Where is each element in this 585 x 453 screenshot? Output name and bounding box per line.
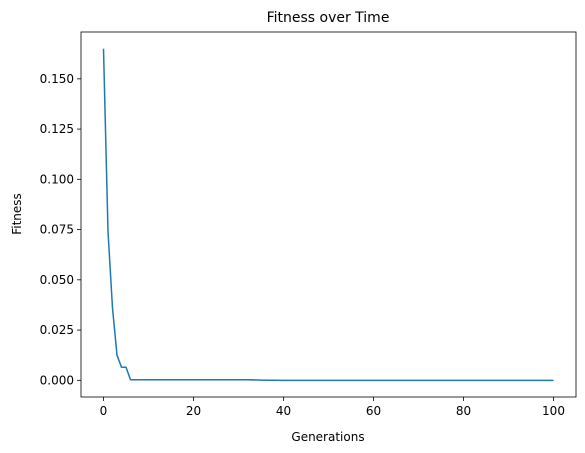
- y-tick-label: 0.075: [40, 223, 74, 237]
- x-tick-label: 80: [456, 404, 471, 418]
- y-tick-label: 0.100: [40, 172, 74, 186]
- plot-area: [102, 48, 554, 382]
- y-tick-label: 0.025: [40, 323, 74, 337]
- x-tick-label: 40: [276, 404, 291, 418]
- fitness-series-line: [102, 48, 554, 382]
- y-axis-label: Fitness: [10, 193, 24, 235]
- axes-frame: [80, 31, 577, 398]
- x-tick-label: 100: [542, 404, 565, 418]
- y-tick-label: 0.125: [40, 122, 74, 136]
- y-axis: 0.000 0.025 0.050 0.075 0.100 0.125 0.150: [40, 72, 81, 387]
- y-tick-label: 0.000: [40, 373, 74, 387]
- x-tick-label: 60: [366, 404, 381, 418]
- x-axis: 0 20 40 60 80 100: [100, 397, 565, 418]
- y-tick-label: 0.050: [40, 273, 74, 287]
- y-tick-label: 0.150: [40, 72, 74, 86]
- x-tick-label: 20: [186, 404, 201, 418]
- chart-title: Fitness over Time: [267, 10, 390, 26]
- x-tick-label: 0: [100, 404, 108, 418]
- x-axis-label: Generations: [291, 430, 364, 444]
